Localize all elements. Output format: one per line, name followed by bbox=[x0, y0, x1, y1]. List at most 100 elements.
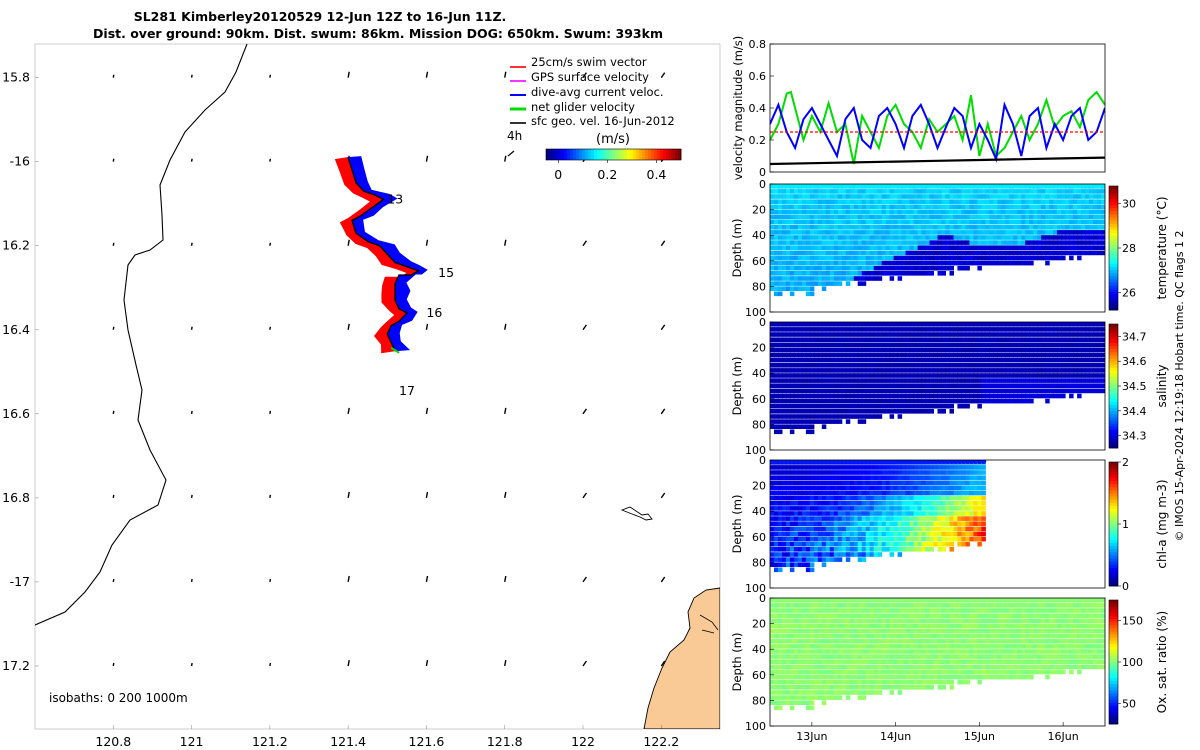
section-cell bbox=[774, 245, 779, 250]
section-cell bbox=[1001, 363, 1006, 368]
section-cell bbox=[1061, 240, 1066, 245]
section-cell bbox=[770, 603, 775, 608]
section-cell bbox=[774, 276, 779, 281]
section-cell bbox=[925, 465, 930, 470]
section-cell bbox=[857, 255, 863, 261]
map-colorbar-cell bbox=[648, 149, 652, 160]
section-cell bbox=[1053, 255, 1058, 261]
section-cell bbox=[1033, 245, 1038, 250]
section-cell bbox=[774, 265, 779, 271]
section-cell bbox=[801, 536, 807, 542]
section-ytick-label: 100 bbox=[745, 444, 766, 457]
section-cell bbox=[1001, 194, 1006, 199]
section-cell bbox=[774, 214, 779, 220]
section-cell bbox=[965, 506, 970, 511]
section-cell bbox=[985, 214, 990, 220]
section-cell bbox=[857, 378, 863, 383]
section-cell bbox=[821, 209, 827, 215]
section-cell bbox=[885, 357, 891, 363]
section-cell bbox=[825, 373, 831, 378]
section-cell bbox=[965, 501, 970, 506]
section-cell bbox=[829, 695, 835, 700]
section-cell bbox=[961, 516, 966, 521]
section-cell bbox=[889, 327, 895, 332]
section-cell bbox=[1077, 255, 1082, 261]
section-cell bbox=[774, 654, 779, 659]
section-cell bbox=[782, 547, 787, 552]
section-cell bbox=[885, 250, 891, 256]
section-cell bbox=[921, 531, 926, 537]
section-colorbar-cell bbox=[1109, 582, 1118, 587]
section-top-dot bbox=[885, 322, 891, 327]
section-cell bbox=[1029, 337, 1034, 342]
section-cell bbox=[1037, 240, 1042, 245]
section-cell bbox=[969, 240, 974, 245]
section-cell bbox=[837, 414, 843, 419]
section-cell bbox=[793, 644, 799, 649]
geo-vector bbox=[425, 659, 429, 667]
section-cell bbox=[813, 265, 819, 271]
section-cell bbox=[909, 327, 915, 332]
section-cell bbox=[1093, 388, 1098, 394]
section-cell bbox=[833, 383, 839, 388]
section-cell bbox=[1089, 204, 1094, 210]
section-cell bbox=[805, 271, 811, 276]
section-colorbar-cell bbox=[1109, 364, 1118, 368]
section-cell bbox=[957, 337, 962, 342]
section-cell bbox=[817, 470, 823, 475]
section-cell bbox=[778, 485, 783, 491]
section-cell bbox=[1101, 245, 1105, 250]
section-cell bbox=[833, 628, 839, 634]
section-cell bbox=[869, 480, 875, 486]
map-colorbar-cell bbox=[603, 149, 607, 160]
section-cell bbox=[821, 286, 827, 291]
section-colorbar-tick-label: 34.6 bbox=[1122, 355, 1147, 368]
section-cell bbox=[797, 332, 803, 337]
section-cell bbox=[1041, 245, 1046, 250]
section-cell bbox=[941, 547, 946, 552]
section-cell bbox=[805, 265, 811, 271]
section-cell bbox=[809, 644, 815, 649]
section-cell bbox=[821, 265, 827, 271]
section-cell bbox=[801, 639, 807, 644]
section-cell bbox=[1041, 189, 1046, 194]
section-cell bbox=[1001, 327, 1006, 332]
section-cell bbox=[778, 419, 783, 424]
section-cell bbox=[801, 368, 807, 373]
section-cell bbox=[1037, 199, 1042, 204]
section-cell bbox=[821, 644, 827, 649]
section-cell bbox=[1017, 255, 1022, 261]
section-cell bbox=[793, 240, 799, 245]
section-cell bbox=[1045, 204, 1050, 210]
section-cell bbox=[805, 403, 811, 409]
section-cell bbox=[1093, 368, 1098, 373]
section-cell bbox=[913, 521, 919, 526]
section-cell bbox=[789, 679, 795, 685]
section-cell bbox=[897, 531, 903, 537]
section-cell bbox=[905, 388, 911, 394]
section-cell bbox=[797, 214, 803, 220]
section-cell bbox=[849, 398, 855, 404]
section-cell bbox=[965, 357, 970, 363]
section-cell bbox=[829, 194, 835, 199]
section-colorbar-cell bbox=[1109, 539, 1118, 543]
section-cell bbox=[833, 194, 839, 199]
section-cell bbox=[849, 383, 855, 388]
section-cell bbox=[925, 388, 930, 394]
section-cell bbox=[993, 388, 998, 394]
section-cell bbox=[786, 547, 791, 552]
section-cell bbox=[861, 260, 867, 266]
section-cell bbox=[1021, 363, 1026, 368]
section-cell bbox=[789, 649, 795, 654]
section-cell bbox=[801, 352, 807, 358]
section-cell bbox=[813, 409, 819, 414]
section-cell bbox=[1049, 357, 1054, 363]
section-cell bbox=[957, 470, 962, 475]
section-cell bbox=[789, 373, 795, 378]
section-cell bbox=[841, 255, 847, 261]
section-cell bbox=[809, 685, 815, 690]
section-cell bbox=[833, 403, 839, 409]
section-cell bbox=[869, 209, 875, 215]
section-cell bbox=[949, 342, 954, 348]
section-cell bbox=[937, 368, 942, 373]
